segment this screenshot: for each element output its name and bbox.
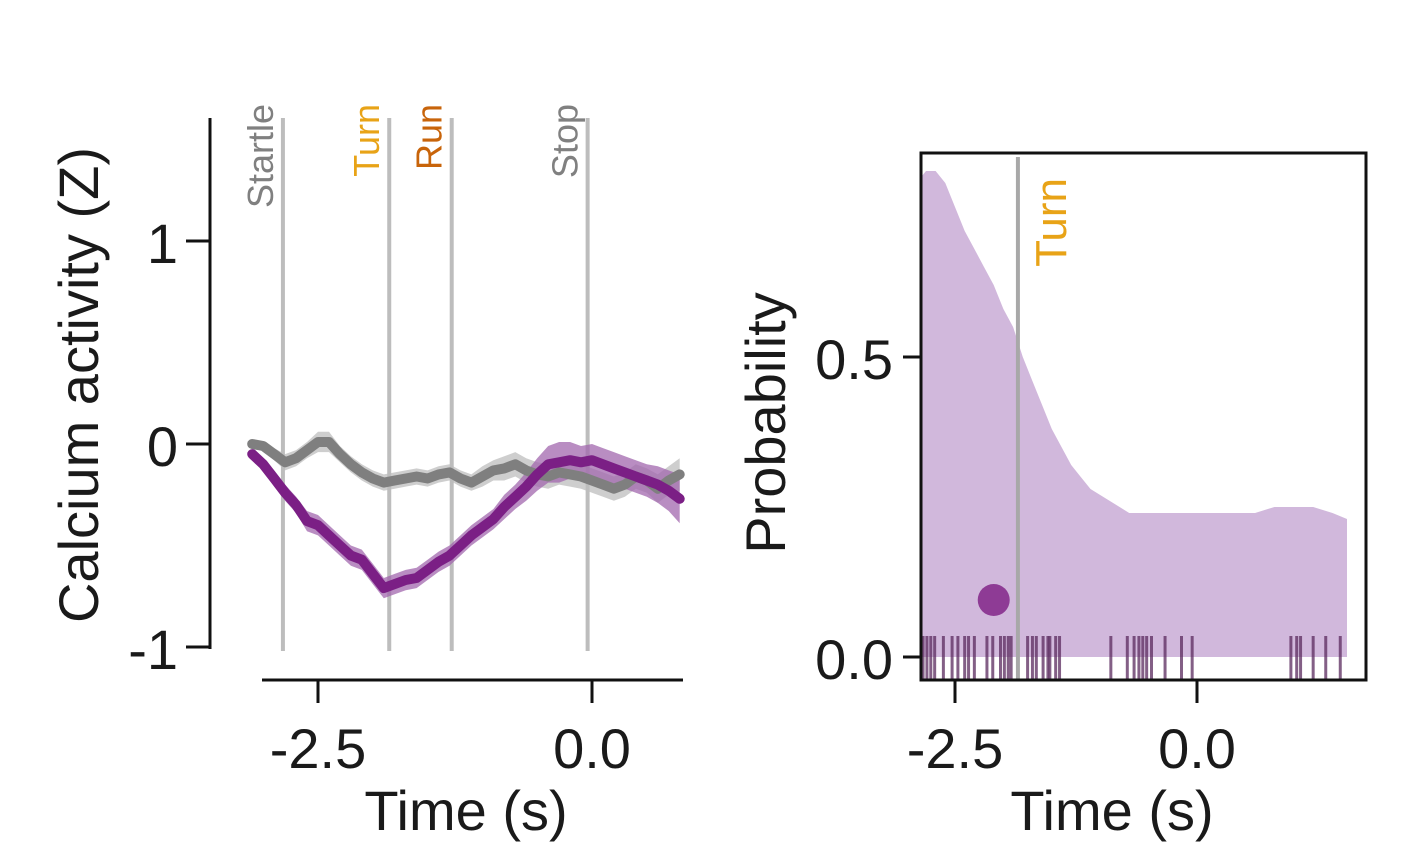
- y-tick-label: -1: [128, 618, 178, 681]
- x-ticks: -2.5 0.0: [907, 680, 1236, 780]
- x-tick-label: -2.5: [907, 717, 1004, 780]
- series-line-1: [247, 437, 685, 494]
- x-tick-label: -2.5: [270, 717, 367, 780]
- x-tick-label: 0.0: [553, 717, 631, 780]
- marker-dot: [977, 584, 1010, 616]
- y-ticks: -1 0 1: [128, 212, 210, 681]
- y-tick-label: 0.0: [815, 628, 893, 691]
- y-tick-label: 1: [147, 212, 178, 275]
- event-lines: Startle Turn Run Stop: [240, 104, 590, 651]
- error-bands: [252, 431, 680, 599]
- probability-chart: Turn 0.00.5 -2.5 0.0 Time (s) Probability: [734, 151, 1368, 842]
- y-axis-label: Calcium activity (Z): [47, 147, 110, 623]
- series-lines: [247, 437, 685, 594]
- x-tick-label: 0.0: [1158, 717, 1236, 780]
- error-band-1: [252, 431, 680, 503]
- y-ticks: 0.0 0.5: [815, 328, 921, 691]
- density-area: [921, 171, 1347, 657]
- x-ticks: -2.5 0.0: [270, 680, 631, 780]
- rug-ticks: [921, 636, 1342, 680]
- event-label-stop: Stop: [545, 104, 586, 178]
- series-line-0: [247, 449, 685, 594]
- x-axis-label: Time (s): [1010, 779, 1213, 842]
- x-axis-label: Time (s): [364, 779, 567, 842]
- event-label-startle: Startle: [240, 104, 281, 208]
- event-label-turn: Turn: [1027, 178, 1076, 267]
- y-tick-label: 0.5: [815, 328, 893, 391]
- event-label-turn: Turn: [346, 104, 387, 177]
- y-axis-label: Probability: [734, 292, 797, 553]
- calcium-activity-chart: Startle Turn Run Stop -1 0 1 -2.5 0.0 Time (s)…: [47, 104, 685, 842]
- plot-frame: [919, 151, 1368, 682]
- event-label-run: Run: [409, 104, 450, 170]
- y-tick-label: 0: [147, 415, 178, 478]
